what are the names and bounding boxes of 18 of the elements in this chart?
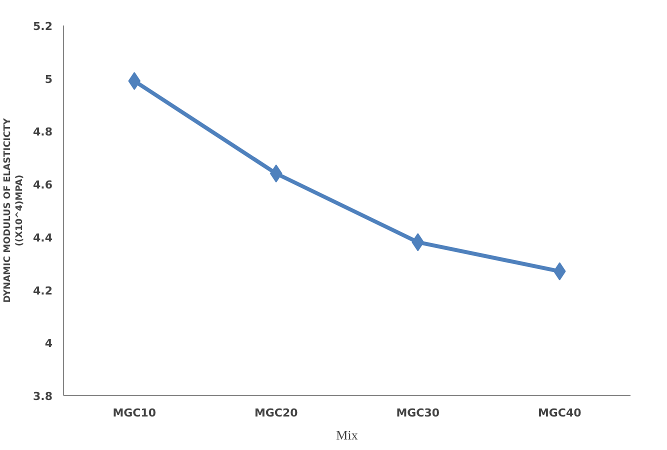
- x-tick-label: MGC20: [254, 406, 298, 420]
- y-tick-label: 4.6: [33, 178, 53, 192]
- y-axis-title: DYNAMIC MODULUS OF ELASTICICTY ((X10^4)MPA): [3, 118, 26, 303]
- point: [412, 233, 424, 252]
- point: [553, 262, 566, 280]
- y-tick-label: 4.4: [33, 231, 53, 244]
- y-tick-label: 4.8: [33, 126, 53, 139]
- y-tick-label: 3.8: [33, 390, 53, 403]
- x-axis-title: Mix: [336, 428, 358, 442]
- y-tick-label: 5.2: [33, 20, 53, 33]
- point: [270, 164, 282, 182]
- x-tick-label: MGC10: [112, 406, 156, 420]
- y-tick-label: 4: [44, 337, 53, 350]
- x-tick-label: MGC30: [396, 406, 440, 420]
- y-tick-label: 4.2: [33, 284, 53, 298]
- x-tick-label: MGC40: [538, 406, 582, 420]
- y-tick-label: 5: [44, 72, 52, 86]
- point: [128, 72, 141, 90]
